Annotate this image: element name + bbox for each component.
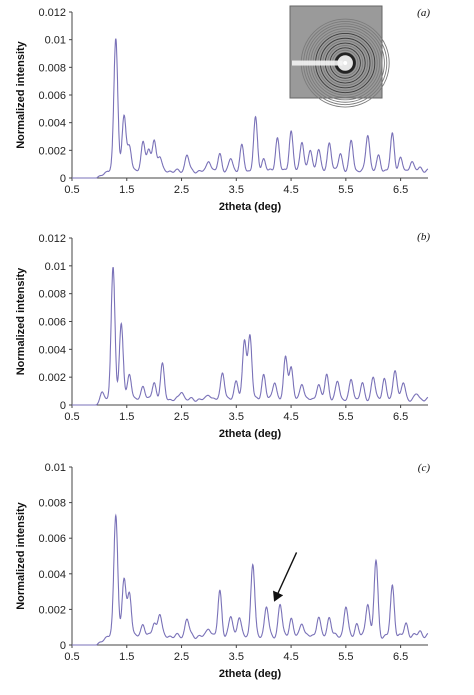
y-tick-label: 0.004	[38, 569, 66, 581]
y-axis-label: Normalized intensity	[15, 501, 27, 609]
intensity-trace	[72, 266, 429, 406]
x-axis-label: 2theta (deg)	[219, 201, 282, 213]
x-tick-label: 3.5	[229, 651, 244, 663]
y-tick-label: 0	[60, 640, 66, 652]
panel-label: (a)	[417, 7, 430, 19]
y-tick-label: 0.01	[45, 35, 66, 47]
y-tick-label: 0.01	[45, 462, 66, 474]
y-tick-label: 0.006	[38, 317, 66, 329]
x-tick-label: 0.5	[64, 184, 79, 196]
y-tick-label: 0.012	[38, 7, 66, 19]
x-tick-label: 1.5	[119, 184, 134, 196]
x-tick-label: 5.5	[338, 411, 353, 423]
y-axis-label: Normalized intensity	[15, 267, 27, 375]
panel-c: 0 0.002 0.004 0.006 0.008 0.01 0.5 1.5 2.5 3.5 4.5…	[15, 462, 430, 680]
intensity-trace	[72, 513, 429, 646]
panel-a: 0 0.002 0.004 0.006 0.008 0.01 0.012 0.5 1.5 2.5 3…	[15, 5, 430, 213]
y-tick-label: 0.002	[38, 145, 66, 157]
x-tick-label: 0.5	[64, 651, 79, 663]
y-tick-label: 0.008	[38, 498, 66, 510]
x-tick-label: 5.5	[338, 651, 353, 663]
panel-label: (b)	[417, 231, 430, 243]
annotation-arrow	[273, 552, 298, 602]
x-tick-label: 6.5	[393, 411, 408, 423]
panel-label: (c)	[418, 462, 431, 474]
x-axis-label: 2theta (deg)	[219, 428, 282, 440]
intensity-trace	[72, 38, 429, 179]
x-tick-label: 2.5	[174, 651, 189, 663]
x-tick-label: 6.5	[393, 184, 408, 196]
y-tick-label: 0	[60, 400, 66, 412]
x-tick-label: 4.5	[283, 411, 298, 423]
y-tick-label: 0.01	[45, 261, 66, 273]
y-tick-label: 0.002	[38, 604, 66, 616]
x-tick-label: 3.5	[229, 411, 244, 423]
y-tick-label: 0	[60, 173, 66, 185]
x-tick-label: 3.5	[229, 184, 244, 196]
y-tick-label: 0.002	[38, 372, 66, 384]
x-tick-label: 4.5	[283, 184, 298, 196]
y-tick-label: 0.004	[38, 118, 66, 130]
x-tick-label: 0.5	[64, 411, 79, 423]
y-tick-label: 0.004	[38, 344, 66, 356]
x-tick-label: 2.5	[174, 411, 189, 423]
x-tick-label: 2.5	[174, 184, 189, 196]
x-tick-label: 4.5	[283, 651, 298, 663]
x-axis-label: 2theta (deg)	[219, 668, 282, 680]
y-tick-label: 0.012	[38, 233, 66, 245]
y-tick-label: 0.006	[38, 533, 66, 545]
y-axis-label: Normalized intensity	[15, 40, 27, 148]
x-tick-label: 1.5	[119, 651, 134, 663]
y-tick-label: 0.008	[38, 62, 66, 74]
x-tick-label: 1.5	[119, 411, 134, 423]
x-tick-label: 6.5	[393, 651, 408, 663]
y-tick-label: 0.006	[38, 90, 66, 102]
x-tick-label: 5.5	[338, 184, 353, 196]
diffraction-pattern-image	[289, 5, 390, 108]
panel-b: 0 0.002 0.004 0.006 0.008 0.01 0.012 0.5 1.5 2.5 3…	[15, 231, 430, 440]
y-tick-label: 0.008	[38, 289, 66, 301]
